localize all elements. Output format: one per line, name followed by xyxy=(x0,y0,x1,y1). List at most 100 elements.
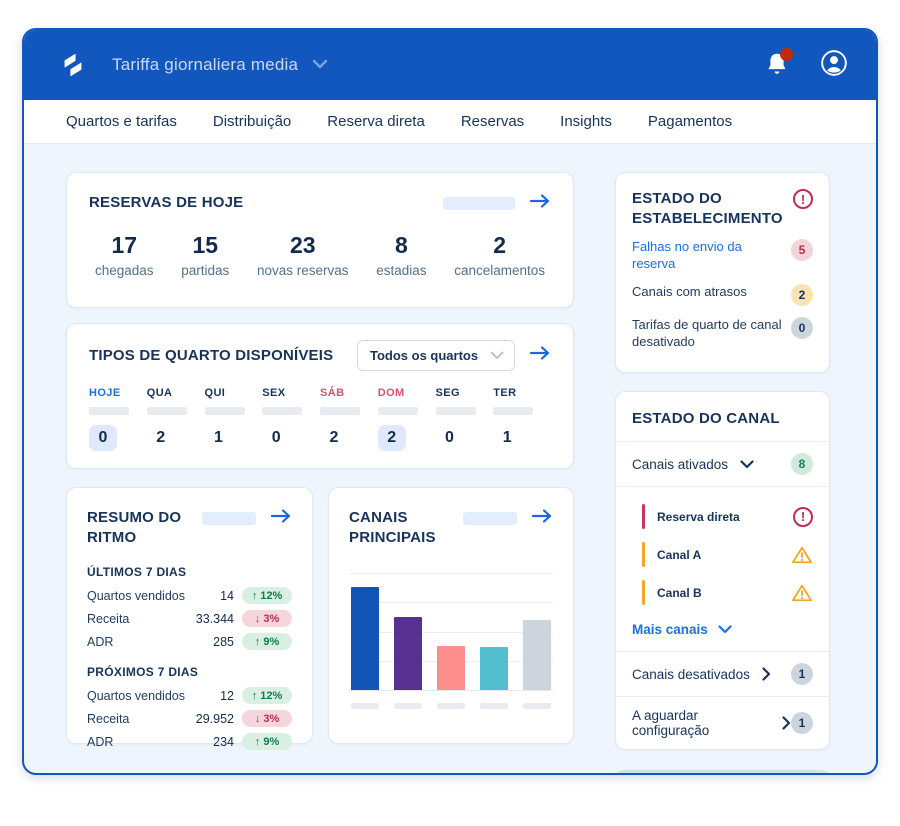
loading-skeleton xyxy=(320,407,360,415)
loading-skeleton xyxy=(437,703,465,709)
nav-pagamentos[interactable]: Pagamentos xyxy=(647,113,733,130)
kpi-row: ADR 234 ↑ 9% xyxy=(87,733,292,750)
day-cell-seg[interactable]: SEG 0 xyxy=(435,387,494,451)
channel-reserva-direta[interactable]: Reserva direta ! xyxy=(642,504,813,530)
estado-canal-card: ESTADO DO CANAL Canais ativados 8 Reserv… xyxy=(615,390,830,751)
nav-reservas[interactable]: Reservas xyxy=(460,113,525,130)
property-selector[interactable]: Tariffa giornaliera media xyxy=(112,55,328,75)
day-cell-qui[interactable]: QUI 1 xyxy=(204,387,263,451)
trend-pill: ↑ 9% xyxy=(242,733,292,750)
day-cell-sab[interactable]: SÁB 2 xyxy=(320,387,378,451)
canais-principais-title: CANAIS PRINCIPAIS xyxy=(349,509,436,546)
count-badge: 1 xyxy=(791,712,813,735)
nav-distribuicao[interactable]: Distribuição xyxy=(212,113,292,130)
top-bar: Tariffa giornaliera media xyxy=(24,30,876,100)
count-badge: 0 xyxy=(791,316,813,339)
chart-bar xyxy=(523,619,551,690)
chevron-right-icon xyxy=(762,667,771,681)
aguardar-configuracao-row[interactable]: A aguardar configuração 1 xyxy=(616,697,829,749)
tipos-de-quarto-card: TIPOS DE QUARTO DISPONÍVEIS Todos os qua… xyxy=(66,323,574,469)
main-nav: Quartos e tarifas Distribuição Reserva d… xyxy=(24,100,876,144)
chart-bar-labels xyxy=(349,703,553,709)
day-cell-ter[interactable]: TER 1 xyxy=(493,387,551,451)
loading-skeleton xyxy=(89,407,129,415)
loading-skeleton xyxy=(202,512,256,525)
channel-color-bar xyxy=(642,504,645,530)
error-circle-icon: ! xyxy=(793,189,813,209)
count-badge: 8 xyxy=(791,453,813,476)
account-button[interactable] xyxy=(820,49,848,82)
canais-arrow-link[interactable] xyxy=(531,508,553,529)
notification-dot xyxy=(780,48,793,61)
arrow-right-icon xyxy=(529,345,551,366)
loading-skeleton xyxy=(493,407,534,415)
count-badge: 2 xyxy=(791,283,813,306)
tipos-de-quarto-title: TIPOS DE QUARTO DISPONÍVEIS xyxy=(89,347,334,364)
channel-color-bar xyxy=(642,542,645,568)
estado-canal-title: ESTADO DO CANAL xyxy=(632,409,780,427)
error-circle-icon: ! xyxy=(793,506,813,527)
chevron-down-icon xyxy=(718,622,732,637)
loading-skeleton xyxy=(480,703,508,709)
nav-quartos-e-tarifas[interactable]: Quartos e tarifas xyxy=(66,113,177,130)
channel-color-bar xyxy=(642,580,645,606)
tipos-arrow-link[interactable] xyxy=(529,345,551,366)
brand-logo-icon xyxy=(58,50,88,80)
canais-desativados-row[interactable]: Canais desativados 1 xyxy=(616,652,829,696)
warning-triangle-icon xyxy=(791,583,813,603)
loading-skeleton xyxy=(377,407,418,415)
kpi-row: Quartos vendidos 14 ↑ 12% xyxy=(87,587,292,604)
chart-bar xyxy=(394,617,422,690)
room-filter-value: Todos os quartos xyxy=(370,348,479,363)
property-selector-label: Tariffa giornaliera media xyxy=(112,55,299,74)
proximos-7-dias-heading: PRÓXIMOS 7 DIAS xyxy=(87,665,199,679)
resumo-arrow-link[interactable] xyxy=(270,508,292,529)
kpi-row: ADR 285 ↑ 9% xyxy=(87,633,292,650)
stat-partidas: 15 partidas xyxy=(181,232,230,278)
trend-pill: ↓ 3% xyxy=(242,610,292,627)
stat-novas-reservas: 23 novas reservas xyxy=(256,232,349,278)
stat-chegadas: 17 chegadas xyxy=(95,232,154,278)
resumo-do-ritmo-card: RESUMO DO RITMO ÚLTIMOS 7 DIAS xyxy=(66,487,313,750)
day-cell-qua[interactable]: QUA 2 xyxy=(146,387,205,451)
channel-canal-b[interactable]: Canal B xyxy=(642,580,813,606)
falhas-envio-link[interactable]: Falhas no envio da reserva xyxy=(632,239,742,271)
app-window: Tariffa giornaliera media xyxy=(22,28,878,775)
reservas-de-hoje-title: RESERVAS DE HOJE xyxy=(89,194,244,211)
user-avatar-icon xyxy=(820,49,848,82)
day-cell-hoje[interactable]: HOJE 0 xyxy=(89,387,147,451)
mais-canais-link[interactable]: Mais canais xyxy=(616,620,829,651)
trend-pill: ↑ 12% xyxy=(242,687,292,704)
dashboard-content: RESERVAS DE HOJE 17 chegadas xyxy=(24,144,876,773)
resumo-title: RESUMO DO RITMO xyxy=(87,509,182,546)
loading-skeleton xyxy=(146,407,187,415)
loading-skeleton xyxy=(262,407,303,415)
right-column: ESTADO DO ESTABELECIMENTO ! Falhas no en… xyxy=(615,172,830,773)
canais-ativados-row[interactable]: Canais ativados 8 xyxy=(616,442,829,486)
estado-estabelecimento-title: ESTADO DO ESTABELECIMENTO xyxy=(632,190,783,227)
chart-bar xyxy=(480,646,508,690)
stat-cancelamentos: 2 cancelamentos xyxy=(454,232,545,278)
warning-triangle-icon xyxy=(791,545,813,565)
day-cell-sex[interactable]: SEX 0 xyxy=(262,387,320,451)
count-badge: 5 xyxy=(791,239,813,261)
channel-canal-a[interactable]: Canal A xyxy=(642,542,813,568)
day-cell-dom[interactable]: DOM 2 xyxy=(377,387,436,451)
nav-reserva-direta[interactable]: Reserva direta xyxy=(327,113,425,130)
room-filter-select[interactable]: Todos os quartos xyxy=(357,340,515,371)
chevron-down-icon xyxy=(490,348,504,363)
chart-bar xyxy=(351,587,379,690)
ultimos-7-dias-heading: ÚLTIMOS 7 DIAS xyxy=(87,565,187,579)
notifications-button[interactable] xyxy=(764,48,793,79)
estab-item-falhas: Falhas no envio da reserva 5 xyxy=(632,239,813,273)
loading-skeleton xyxy=(351,703,379,709)
chart-bar xyxy=(437,645,465,690)
reservas-arrow-link[interactable] xyxy=(529,193,551,214)
trend-pill: ↑ 12% xyxy=(242,587,292,604)
loading-skeleton xyxy=(204,407,245,415)
estab-item-tarifas: Tarifas de quarto de canal desativado 0 xyxy=(632,316,813,351)
activated-channels-list: Reserva direta ! Canal A xyxy=(616,487,829,620)
loading-skeleton xyxy=(394,703,422,709)
arrow-right-icon xyxy=(531,508,553,529)
nav-insights[interactable]: Insights xyxy=(560,113,612,130)
